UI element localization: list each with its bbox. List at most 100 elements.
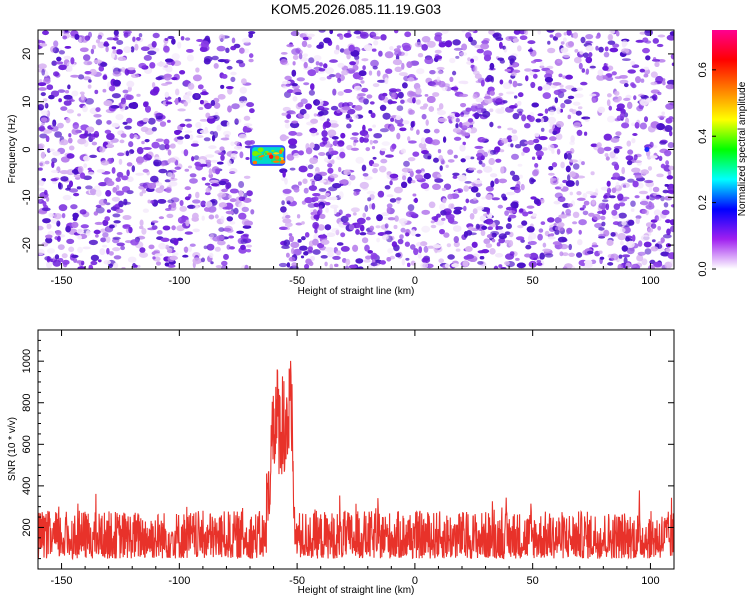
spectrogram-point <box>421 44 429 51</box>
spectrogram-point <box>434 178 444 183</box>
spectrogram-point <box>420 182 429 189</box>
spectrogram-point <box>660 237 665 243</box>
spectrogram-point <box>95 119 103 126</box>
spectrogram-point <box>431 139 441 146</box>
spectrogram-point <box>537 113 544 117</box>
spectrogram-point <box>368 70 373 76</box>
spectrogram-point <box>401 42 411 49</box>
spectrogram-point <box>245 157 250 160</box>
spectrogram-point <box>186 123 193 128</box>
spectrogram-point <box>425 119 429 126</box>
spectrogram-point <box>560 102 566 109</box>
spectrogram-point <box>249 140 256 145</box>
spectrogram-point <box>128 141 134 148</box>
spectrogram-point <box>420 262 429 269</box>
spectrogram-point <box>248 32 253 39</box>
spectrogram-point <box>487 226 493 230</box>
spectrogram-point <box>127 67 136 71</box>
spectrogram-point <box>68 246 75 253</box>
spectrogram-point <box>64 46 72 49</box>
spectrogram-point <box>121 175 129 181</box>
spectrogram-point <box>228 235 235 239</box>
spectrogram-point <box>665 117 673 124</box>
spectrogram-point <box>179 205 187 212</box>
spectrogram-point <box>465 107 472 112</box>
spectrogram-point <box>340 246 350 252</box>
spectrogram-point <box>396 105 404 112</box>
spectrogram-point <box>379 128 389 133</box>
spectrogram-point <box>652 186 660 193</box>
spectrogram-point <box>290 121 300 129</box>
spectrogram-point <box>71 254 79 258</box>
spectrogram-point <box>301 236 306 241</box>
spectrogram-y-tick-label: -10 <box>21 189 33 205</box>
spectrogram-point <box>94 89 99 95</box>
spectrogram-point <box>368 128 373 132</box>
spectrogram-point <box>514 95 518 99</box>
spectrogram-point <box>217 59 226 63</box>
spectrogram-point <box>53 213 62 220</box>
spectrogram-point <box>38 180 45 186</box>
spectrogram-point <box>544 108 549 114</box>
spectrogram-point <box>308 89 315 96</box>
spectrogram-point <box>577 106 583 110</box>
spectrogram-point <box>605 76 614 81</box>
spectrogram-point <box>324 261 328 267</box>
spectrogram-point <box>151 41 157 48</box>
peak-spot <box>255 156 258 160</box>
spectrogram-point <box>318 188 327 192</box>
spectrogram-point <box>430 220 435 224</box>
spectrogram-point <box>170 143 176 149</box>
spectrogram-point <box>605 203 610 211</box>
spectrogram-point <box>489 90 495 96</box>
spectrogram-point <box>313 174 323 181</box>
spectrogram-point <box>510 143 514 148</box>
spectrogram-point <box>480 79 485 87</box>
spectrogram-point <box>83 155 90 162</box>
spectrogram-point <box>314 228 318 234</box>
spectrogram-point <box>529 252 539 260</box>
spectrogram-point <box>164 262 170 267</box>
spectrogram-point <box>632 133 638 136</box>
spectrogram-point <box>58 98 62 103</box>
spectrogram-point <box>216 235 225 241</box>
spectrogram-point <box>48 213 54 218</box>
spectrogram-point <box>353 114 359 120</box>
spectrogram-point <box>282 106 291 112</box>
spectrogram-point <box>141 189 147 194</box>
spectrogram-point <box>558 214 568 219</box>
spectrogram-point <box>190 143 199 147</box>
spectrogram-point <box>291 83 298 87</box>
spectrogram-x-tick-label: -150 <box>51 275 73 287</box>
spectrogram-point <box>286 89 294 94</box>
spectrogram-point <box>175 88 180 96</box>
spectrogram-point <box>52 119 57 127</box>
spectrogram-point <box>89 68 97 76</box>
spectrogram-point <box>498 233 507 240</box>
spectrogram-point <box>218 202 228 208</box>
spectrogram-point <box>298 165 308 173</box>
spectrogram-point <box>537 30 541 35</box>
spectrogram-peak <box>250 145 650 166</box>
spectrogram-point <box>317 105 325 111</box>
spectrogram-point <box>109 224 115 229</box>
spectrogram-point <box>604 46 609 52</box>
snr-x-tick-label: 50 <box>527 575 539 587</box>
spectrogram-point <box>626 160 633 166</box>
spectrogram-point <box>463 231 468 238</box>
spectrogram-point <box>468 36 473 43</box>
spectrogram-point <box>343 33 352 38</box>
spectrogram-point <box>84 130 89 134</box>
spectrogram-point <box>147 227 157 231</box>
spectrogram-point <box>594 222 603 229</box>
spectrogram-point <box>354 85 362 92</box>
spectrogram-point <box>123 198 128 206</box>
spectrogram-point <box>407 204 415 212</box>
spectrogram-point <box>343 169 351 176</box>
spectrogram-point <box>626 140 632 147</box>
spectrogram-point <box>126 169 130 177</box>
spectrogram-point <box>666 79 674 86</box>
spectrogram-point <box>434 34 442 42</box>
spectrogram-point <box>421 150 429 155</box>
spectrogram-point <box>474 44 482 49</box>
